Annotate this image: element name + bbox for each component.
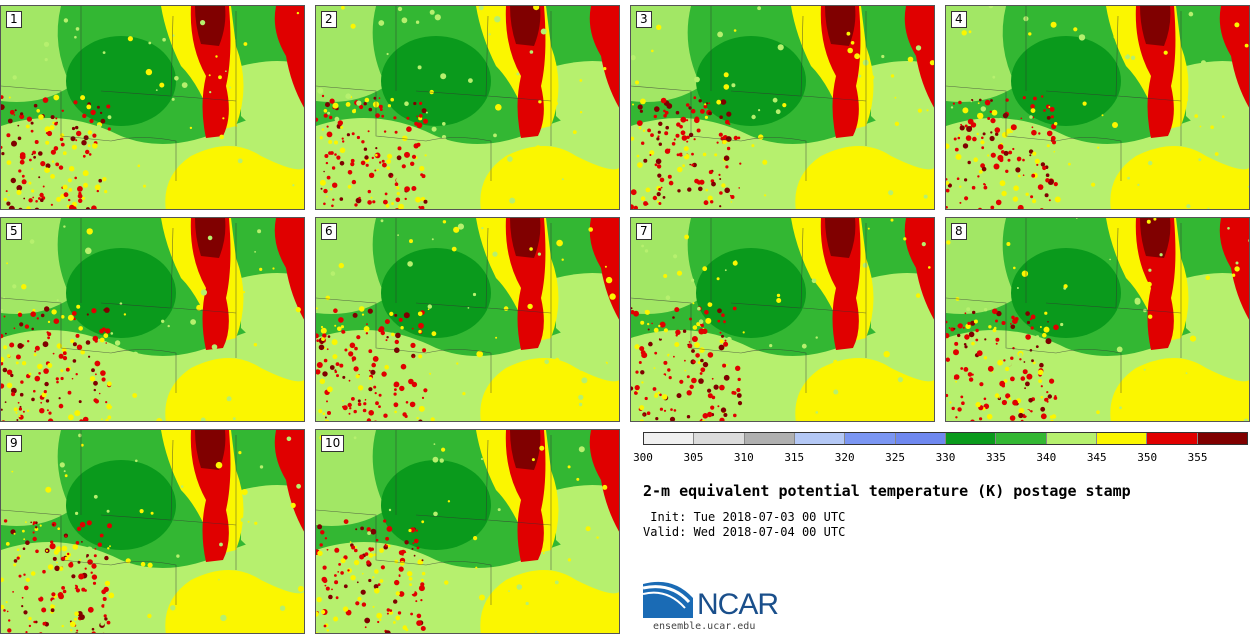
colorbar-segment — [895, 433, 946, 444]
map-field — [1, 6, 304, 209]
colorbar-tick-label: 350 — [1137, 451, 1158, 464]
colorbar-segment — [1046, 433, 1097, 444]
colorbar-tick-label: 345 — [1086, 451, 1107, 464]
ncar-wordmark: NCAR — [697, 588, 779, 621]
colorbar — [643, 432, 1248, 445]
map-field — [631, 6, 934, 209]
colorbar-tick-label: 335 — [985, 451, 1006, 464]
member-label: 3 — [636, 11, 652, 28]
colorbar-segment — [794, 433, 846, 444]
colorbar-tick-label: 330 — [935, 451, 956, 464]
postage-stamp-9: 9 — [0, 429, 305, 634]
colorbar-ticks: 300 305 310 315 320 325 330 335 340 345 350 355 — [633, 451, 1248, 467]
colorbar-tick-label: 310 — [733, 451, 754, 464]
ncar-url: ensemble.ucar.edu — [653, 621, 756, 632]
postage-stamp-2: 2 — [315, 5, 620, 210]
map-field — [316, 218, 619, 421]
map-field — [946, 6, 1249, 209]
colorbar-segment — [744, 433, 795, 444]
init-time: Init: Tue 2018-07-03 00 UTC — [643, 510, 846, 524]
map-field — [316, 6, 619, 209]
colorbar-segment — [1096, 433, 1148, 444]
valid-time: Valid: Wed 2018-07-04 00 UTC — [643, 525, 846, 539]
postage-stamp-3: 3 — [630, 5, 935, 210]
colorbar-segment — [845, 433, 896, 444]
member-label: 7 — [636, 223, 652, 240]
map-field — [946, 218, 1249, 421]
member-label: 10 — [321, 435, 345, 452]
colorbar-tick-label: 325 — [885, 451, 906, 464]
postage-stamp-6: 6 — [315, 217, 620, 422]
colorbar-tick-label: 300 — [633, 451, 653, 464]
colorbar-tick-label: 355 — [1187, 451, 1208, 464]
postage-stamp-8: 8 — [945, 217, 1250, 422]
colorbar-segment — [945, 433, 997, 444]
map-field — [1, 430, 304, 633]
colorbar-segment — [996, 433, 1047, 444]
colorbar-tick-label: 320 — [834, 451, 855, 464]
postage-stamp-4: 4 — [945, 5, 1250, 210]
map-field — [1, 218, 304, 421]
member-label: 4 — [951, 11, 967, 28]
colorbar-segment — [1197, 433, 1247, 444]
colorbar-segment — [1147, 433, 1198, 444]
member-label: 5 — [6, 223, 22, 240]
ncar-logo-icon — [643, 581, 693, 618]
postage-stamp-1: 1 — [0, 5, 305, 210]
map-field — [631, 218, 934, 421]
member-label: 9 — [6, 435, 22, 452]
colorbar-tick-label: 305 — [683, 451, 704, 464]
colorbar-tick-label: 315 — [784, 451, 805, 464]
colorbar-tick-label: 340 — [1036, 451, 1057, 464]
colorbar-segment — [694, 433, 745, 444]
map-field — [316, 430, 619, 633]
colorbar-segment — [644, 433, 695, 444]
postage-stamp-10: 10 — [315, 429, 620, 634]
postage-stamp-7: 7 — [630, 217, 935, 422]
member-label: 8 — [951, 223, 967, 240]
postage-stamp-5: 5 — [0, 217, 305, 422]
member-label: 1 — [6, 11, 22, 28]
figure-title: 2-m equivalent potential temperature (K)… — [643, 482, 1131, 500]
member-label: 6 — [321, 223, 337, 240]
member-label: 2 — [321, 11, 337, 28]
